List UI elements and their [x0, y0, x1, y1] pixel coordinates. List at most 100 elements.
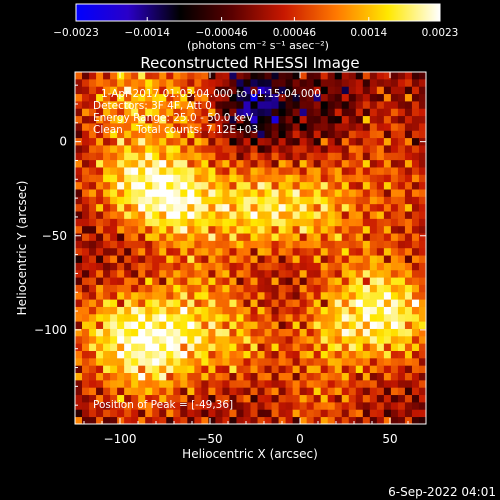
heatmap-cell	[117, 130, 125, 139]
heatmap-cell	[159, 409, 167, 418]
heatmap-cell	[285, 416, 294, 424]
heatmap-cell	[229, 72, 237, 80]
heatmap-cell	[187, 233, 195, 241]
heatmap-cell	[145, 145, 153, 153]
heatmap-cell	[334, 167, 343, 175]
heatmap-cell	[334, 86, 343, 95]
heatmap-cell	[341, 299, 350, 307]
heatmap-cell	[131, 211, 139, 219]
heatmap-cell	[369, 357, 378, 366]
heatmap-cell	[117, 115, 125, 124]
heatmap-cell	[103, 78, 111, 87]
heatmap-cell	[299, 321, 308, 329]
heatmap-cell	[201, 379, 209, 388]
heatmap-cell	[250, 328, 258, 337]
heatmap-cell	[404, 115, 413, 124]
heatmap-cell	[131, 299, 139, 307]
heatmap-cell	[229, 416, 237, 424]
heatmap-cell	[145, 277, 153, 285]
heatmap-cell	[173, 86, 181, 95]
heatmap-cell	[152, 365, 160, 374]
heatmap-cell	[411, 401, 420, 410]
heatmap-cell	[313, 416, 322, 424]
heatmap-cell	[376, 130, 385, 139]
heatmap-cell	[292, 167, 301, 175]
heatmap-cell	[250, 159, 258, 168]
heatmap-cell	[397, 409, 406, 418]
heatmap-cell	[138, 262, 146, 271]
heatmap-cell	[250, 181, 258, 190]
heatmap-cell	[418, 343, 426, 351]
heatmap-cell	[306, 108, 315, 117]
heatmap-cell	[257, 277, 265, 285]
heatmap-cell	[320, 372, 329, 381]
heatmap-cell	[390, 100, 399, 109]
heatmap-cell	[418, 233, 426, 241]
heatmap-cell	[96, 343, 104, 351]
heatmap-cell	[82, 350, 90, 359]
heatmap-cell	[320, 152, 329, 161]
heatmap-cell	[173, 379, 181, 388]
heatmap-cell	[96, 328, 104, 337]
heatmap-cell	[96, 189, 104, 197]
heatmap-cell	[194, 108, 202, 117]
heatmap-cell	[138, 167, 146, 175]
heatmap-cell	[250, 269, 258, 278]
heatmap-cell	[390, 174, 399, 183]
heatmap-cell	[124, 284, 132, 293]
heatmap-cell	[89, 262, 97, 271]
heatmap-cell	[194, 100, 202, 109]
heatmap-cell	[355, 299, 364, 307]
heatmap-cell	[271, 372, 279, 381]
heatmap-cell	[292, 137, 301, 146]
heatmap-cell	[173, 145, 181, 153]
heatmap-cell	[418, 211, 426, 219]
heatmap-cell	[159, 306, 167, 315]
heatmap-cell	[243, 394, 251, 403]
heatmap-cell	[271, 181, 279, 190]
heatmap-cell	[383, 365, 392, 374]
heatmap-cell	[348, 379, 357, 388]
heatmap-cell	[187, 240, 195, 249]
heatmap-cell	[264, 86, 272, 95]
heatmap-cell	[222, 313, 230, 322]
heatmap-cell	[89, 167, 97, 175]
heatmap-cell	[222, 291, 230, 300]
heatmap-cell	[327, 174, 336, 183]
heatmap-cell	[229, 78, 237, 87]
heatmap-cell	[201, 115, 209, 124]
heatmap-cell	[348, 218, 357, 227]
heatmap-cell	[264, 372, 272, 381]
heatmap-cell	[208, 78, 216, 87]
heatmap-cell	[236, 357, 244, 366]
heatmap-cell	[201, 306, 209, 315]
heatmap-cell	[376, 306, 385, 315]
heatmap-cell	[320, 299, 329, 307]
heatmap-cell	[271, 247, 279, 256]
heatmap-cell	[201, 416, 209, 424]
heatmap-cell	[89, 255, 97, 263]
heatmap-cell	[159, 247, 167, 256]
heatmap-cell	[369, 409, 378, 418]
heatmap-cell	[117, 306, 125, 315]
heatmap-cell	[334, 211, 343, 219]
heatmap-cell	[82, 394, 90, 403]
heatmap-cell	[194, 277, 202, 285]
heatmap-cell	[110, 196, 118, 205]
heatmap-cell	[180, 145, 188, 153]
heatmap-cell	[110, 335, 118, 344]
heatmap-cell	[110, 233, 118, 241]
heatmap-cell	[285, 291, 294, 300]
heatmap-cell	[187, 123, 195, 131]
heatmap-cell	[110, 394, 118, 403]
heatmap-cell	[124, 152, 132, 161]
heatmap-cell	[166, 401, 174, 410]
heatmap-cell	[215, 174, 223, 183]
heatmap-cell	[131, 137, 139, 146]
heatmap-cell	[341, 174, 350, 183]
heatmap-cell	[208, 284, 216, 293]
heatmap-cell	[397, 108, 406, 117]
heatmap-cell	[201, 409, 209, 418]
heatmap-cell	[341, 379, 350, 388]
heatmap-cell	[208, 189, 216, 197]
